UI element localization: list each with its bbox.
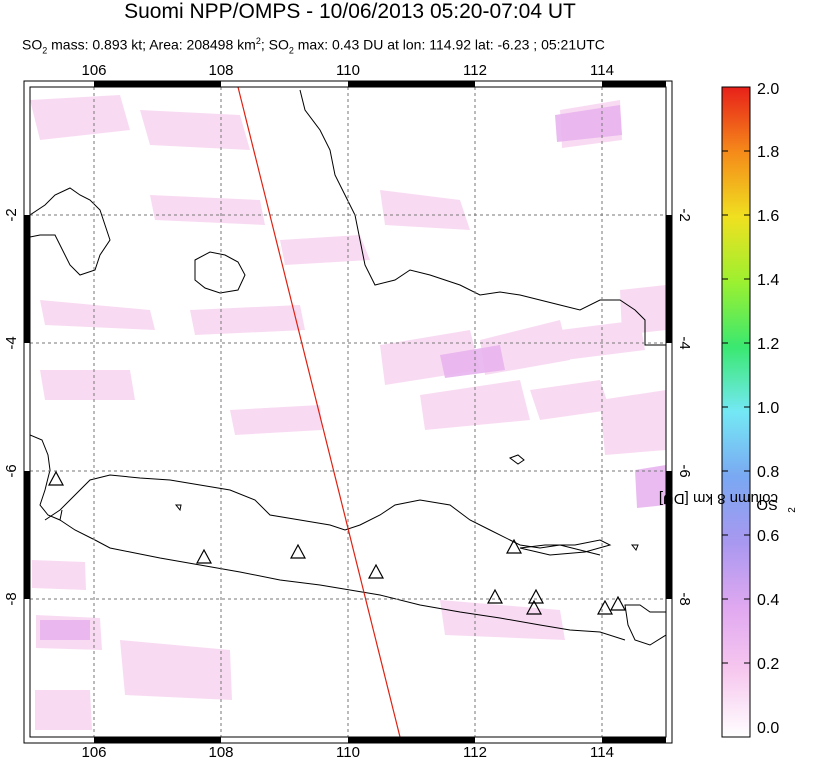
map-title: Suomi NPP/OMPS - 10/06/2013 05:20-07:04 …: [124, 0, 576, 23]
lon-label-bottom: 108: [208, 744, 233, 759]
coastlines: [30, 89, 666, 646]
lon-label-bottom: 110: [336, 744, 360, 759]
colorbar-tick-label: 1.6: [757, 208, 779, 225]
lat-label-right: -2: [676, 208, 693, 221]
lon-label-top: 114: [590, 62, 614, 79]
lat-label-right: -6: [676, 464, 693, 477]
lat-label-right: -8: [676, 592, 693, 605]
colorbar-tick-label: 1.8: [757, 144, 779, 161]
lon-label-top: 112: [463, 62, 487, 79]
subtitle-so2-mass-prefix: SO: [22, 36, 43, 53]
lat-label-left: -4: [3, 336, 20, 349]
frame-ticks: [24, 81, 672, 743]
orbit-track-line: [237, 86, 401, 738]
lon-label-top: 106: [81, 62, 106, 79]
colorbar-tick-label: 0.8: [757, 464, 779, 481]
colorbar-tick-label: 1.4: [757, 272, 779, 289]
colorbar-tick-label: 0.2: [757, 656, 779, 673]
lat-label-right: -4: [676, 336, 693, 349]
subtitle-mass-area: mass: 0.893 kt; Area: 208498 km: [47, 36, 256, 53]
lon-label-top: 110: [336, 62, 360, 79]
lon-label-top: 108: [208, 62, 233, 79]
volcano-icon: [609, 595, 627, 611]
graticule: [30, 87, 666, 737]
colorbar-tick-label: 0.0: [757, 720, 779, 737]
colorbar-tick-label: 1.0: [757, 400, 779, 417]
subtitle-so2-max-text: max: 0.43 DU at lon: 114.92 lat: -6.23 ;…: [293, 36, 605, 53]
lat-label-left: -8: [3, 592, 20, 605]
lon-label-bottom: 114: [590, 744, 614, 759]
colorbar-ticks: 0.0 0.2 0.4 0.6 0.8 1.0 1.2 1.4 1.6 1.8 …: [757, 81, 779, 737]
colorbar-tick-label: 2.0: [757, 81, 779, 98]
colorbar: [721, 86, 751, 738]
subtitle-so2-max-prefix: ; SO: [260, 36, 289, 53]
volcano-icon: [596, 599, 614, 615]
volcano-icon: [505, 538, 523, 554]
volcano-icon: [195, 548, 213, 564]
volcano-icon: [486, 588, 504, 604]
lon-label-bottom: 106: [81, 744, 106, 759]
colorbar-label-sub: 2: [787, 507, 798, 513]
colorbar-tick-label: 0.4: [757, 592, 779, 609]
colorbar-tick-label: 1.2: [757, 336, 779, 353]
colorbar-tick-label: 0.6: [757, 528, 779, 545]
volcano-icon: [525, 599, 543, 615]
volcano-markers: [47, 470, 627, 615]
subtitle-area-sup: 2: [255, 36, 261, 46]
volcano-icon: [367, 563, 385, 579]
lat-label-left: -6: [3, 464, 20, 477]
map-subtitle: SO2 mass: 0.893 kt; Area: 208498 km2; SO…: [22, 36, 605, 55]
volcano-icon: [289, 543, 307, 559]
volcano-icon: [527, 588, 545, 604]
colorbar-label-suffix: column 8 km [DU]: [658, 490, 778, 508]
lon-label-bottom: 112: [463, 744, 487, 759]
subtitle-sub-2b: 2: [288, 45, 294, 56]
volcano-icon: [47, 470, 65, 486]
lat-label-left: -2: [3, 208, 20, 221]
subtitle-sub-2a: 2: [42, 45, 48, 56]
